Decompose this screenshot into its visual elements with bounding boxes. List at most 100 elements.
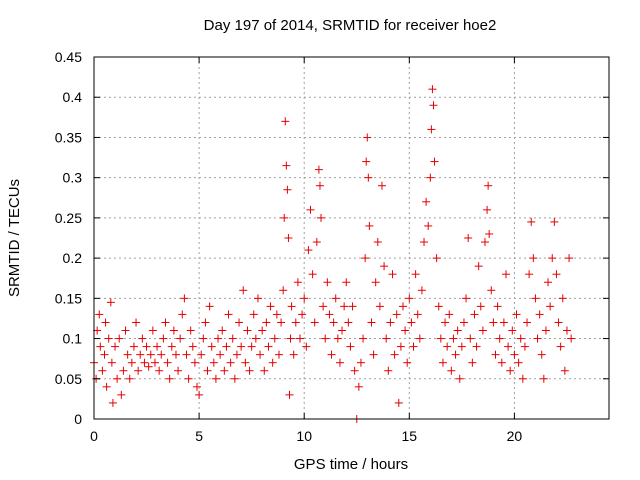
data-point xyxy=(251,334,260,343)
data-point xyxy=(361,254,370,263)
data-point xyxy=(424,221,433,230)
data-point xyxy=(142,342,151,351)
data-point xyxy=(468,358,477,367)
data-point xyxy=(502,270,510,279)
data-point xyxy=(144,362,153,371)
data-point xyxy=(237,342,246,351)
data-point xyxy=(188,342,197,351)
data-point xyxy=(293,278,302,287)
data-point xyxy=(560,366,569,375)
data-point xyxy=(161,318,170,327)
data-point xyxy=(306,205,315,214)
data-point xyxy=(365,221,374,230)
data-point xyxy=(95,310,104,319)
data-point xyxy=(403,358,412,367)
data-point xyxy=(329,318,338,327)
data-point xyxy=(401,326,410,335)
data-point xyxy=(415,334,424,343)
data-point xyxy=(201,318,210,327)
data-point xyxy=(117,390,126,399)
data-point xyxy=(247,342,256,351)
data-point xyxy=(399,302,407,311)
data-point xyxy=(380,262,389,271)
data-point xyxy=(302,342,311,351)
data-point xyxy=(544,278,553,287)
data-point xyxy=(529,254,538,263)
data-point xyxy=(214,334,223,343)
data-point xyxy=(539,374,548,383)
data-point xyxy=(432,254,441,263)
data-point xyxy=(335,358,344,367)
data-point xyxy=(548,254,557,263)
data-point xyxy=(104,334,113,343)
data-points xyxy=(90,85,576,423)
data-point xyxy=(270,334,279,343)
data-point xyxy=(464,234,473,242)
data-point xyxy=(113,374,122,383)
data-point xyxy=(243,326,252,335)
data-point xyxy=(562,326,571,335)
data-point xyxy=(241,358,250,367)
data-point xyxy=(531,294,540,303)
data-point xyxy=(218,326,227,335)
data-point xyxy=(284,234,293,242)
data-point xyxy=(512,310,521,319)
data-point xyxy=(476,302,485,311)
data-point xyxy=(186,326,195,335)
data-point xyxy=(146,350,155,359)
data-point xyxy=(230,374,239,383)
data-point xyxy=(394,398,403,407)
data-point xyxy=(523,318,532,327)
data-point xyxy=(516,334,525,343)
data-point xyxy=(420,238,429,247)
data-point xyxy=(455,374,464,383)
data-point xyxy=(277,318,286,327)
data-point xyxy=(506,366,515,375)
data-point xyxy=(159,334,168,343)
data-point xyxy=(232,350,241,359)
data-point xyxy=(443,342,452,351)
data-point xyxy=(350,366,359,375)
data-point xyxy=(193,382,201,391)
data-point xyxy=(323,278,332,287)
data-point xyxy=(289,350,298,359)
data-point xyxy=(390,350,399,359)
y-tick-label: 0.45 xyxy=(55,49,82,65)
data-point xyxy=(140,358,149,367)
data-point xyxy=(155,366,164,375)
data-point xyxy=(262,318,271,327)
data-point xyxy=(220,366,229,375)
data-point xyxy=(459,318,468,327)
data-point xyxy=(518,374,527,383)
data-point xyxy=(369,350,378,359)
data-point xyxy=(310,318,319,327)
data-point xyxy=(249,310,258,319)
data-point xyxy=(100,350,109,359)
data-point xyxy=(272,310,281,319)
data-point xyxy=(430,157,439,166)
data-point xyxy=(373,238,382,247)
data-point xyxy=(331,294,340,303)
data-point xyxy=(279,286,288,295)
data-point xyxy=(222,342,231,351)
data-point xyxy=(224,310,233,319)
data-point xyxy=(171,350,180,359)
data-point xyxy=(132,318,141,327)
data-point xyxy=(546,302,555,311)
data-point xyxy=(363,133,372,142)
data-point xyxy=(491,350,500,359)
data-point xyxy=(319,302,328,311)
data-point xyxy=(478,326,487,335)
data-point xyxy=(169,326,178,335)
x-tick-label: 15 xyxy=(402,428,418,444)
data-point xyxy=(514,358,523,367)
data-point xyxy=(127,358,136,367)
data-point xyxy=(346,342,355,351)
data-point xyxy=(148,326,157,335)
data-point xyxy=(138,334,147,343)
data-point xyxy=(453,326,462,335)
data-point xyxy=(497,358,506,367)
y-tick-label: 0.3 xyxy=(63,170,83,186)
x-tick-label: 10 xyxy=(296,428,312,444)
data-point xyxy=(409,342,418,351)
